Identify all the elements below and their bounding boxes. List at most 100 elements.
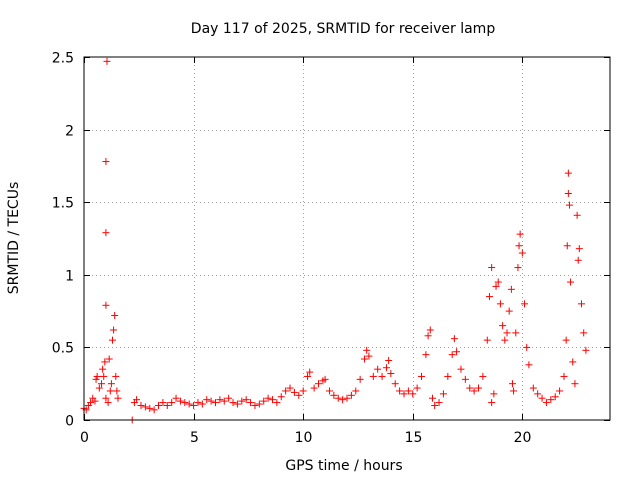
tick-labels: 0 5 10 15 20 0 0.5 1 1.5 2 2.5	[52, 51, 532, 447]
data-point	[91, 397, 99, 405]
data-point	[282, 387, 290, 395]
data-point	[426, 326, 434, 334]
data-point	[330, 391, 338, 399]
data-point	[374, 365, 382, 373]
data-point	[507, 285, 515, 293]
x-tick-label: 0	[80, 430, 89, 446]
data-point	[352, 387, 360, 395]
data-point	[448, 351, 456, 359]
data-point	[216, 396, 224, 404]
data-point	[101, 358, 109, 366]
data-point	[413, 384, 421, 392]
data-point	[107, 380, 115, 388]
data-point	[490, 390, 498, 398]
data-point	[198, 400, 206, 408]
data-point	[534, 390, 542, 398]
data-point	[268, 396, 276, 404]
data-point	[503, 329, 511, 337]
data-point	[439, 390, 447, 398]
data-point	[431, 401, 439, 409]
data-point	[457, 365, 465, 373]
data-point	[422, 351, 430, 359]
data-point	[315, 380, 323, 388]
data-point	[564, 189, 572, 197]
data-point	[573, 211, 581, 219]
data-point	[404, 387, 412, 395]
data-point	[111, 311, 119, 319]
data-point	[321, 375, 329, 383]
y-tick-label: 0	[65, 414, 74, 430]
data-point	[396, 387, 404, 395]
data-point	[137, 401, 145, 409]
data-points	[80, 57, 590, 424]
data-point	[273, 399, 281, 407]
data-point	[453, 348, 461, 356]
data-point	[87, 399, 95, 407]
data-point	[264, 394, 272, 402]
grid-lines	[84, 57, 610, 420]
data-point	[569, 358, 577, 366]
data-point	[172, 394, 180, 402]
data-point	[150, 406, 158, 414]
data-point	[334, 394, 342, 402]
data-point	[229, 399, 237, 407]
data-point	[110, 326, 118, 334]
data-point	[207, 397, 215, 405]
data-point	[163, 401, 171, 409]
data-point	[168, 399, 176, 407]
data-point	[277, 393, 285, 401]
data-point	[361, 355, 369, 363]
data-point	[514, 264, 522, 272]
data-point	[304, 372, 312, 380]
data-point	[494, 278, 502, 286]
chart-title: Day 117 of 2025, SRMTID for receiver lam…	[191, 21, 496, 37]
data-point	[580, 329, 588, 337]
data-point	[542, 399, 550, 407]
data-point	[102, 158, 110, 166]
data-point	[220, 397, 228, 405]
data-point	[339, 396, 347, 404]
data-point	[488, 264, 496, 272]
data-point	[365, 352, 373, 360]
data-point	[563, 242, 571, 250]
data-point	[299, 387, 307, 395]
y-axis-label: SRMTID / TECUs	[6, 182, 22, 295]
data-point	[106, 387, 114, 395]
data-point	[98, 380, 106, 388]
data-point	[203, 396, 211, 404]
data-point	[190, 401, 198, 409]
data-point	[523, 343, 531, 351]
plot-frame	[83, 56, 611, 421]
data-point	[238, 397, 246, 405]
data-point	[525, 361, 533, 369]
data-point	[95, 384, 103, 392]
data-point	[185, 400, 193, 408]
data-point	[391, 380, 399, 388]
data-point	[363, 346, 371, 354]
data-point	[575, 245, 583, 253]
data-point	[485, 293, 493, 301]
data-point	[470, 387, 478, 395]
data-point	[556, 387, 564, 395]
data-point	[251, 401, 259, 409]
data-point	[538, 394, 546, 402]
data-point	[141, 403, 149, 411]
data-point	[424, 332, 432, 340]
y-tick-label: 0.5	[52, 341, 74, 357]
data-point	[325, 387, 333, 395]
data-point	[529, 384, 537, 392]
data-point	[466, 384, 474, 392]
data-point	[295, 391, 303, 399]
data-point	[515, 242, 523, 250]
x-axis-label: GPS time / hours	[285, 458, 402, 474]
data-point	[260, 397, 268, 405]
data-point	[418, 372, 426, 380]
data-point	[547, 396, 555, 404]
data-point	[508, 380, 516, 388]
data-point	[564, 169, 572, 177]
y-tick-label: 2.5	[52, 51, 74, 67]
y-tick-label: 1	[65, 269, 74, 285]
data-point	[356, 375, 364, 383]
data-point	[347, 391, 355, 399]
